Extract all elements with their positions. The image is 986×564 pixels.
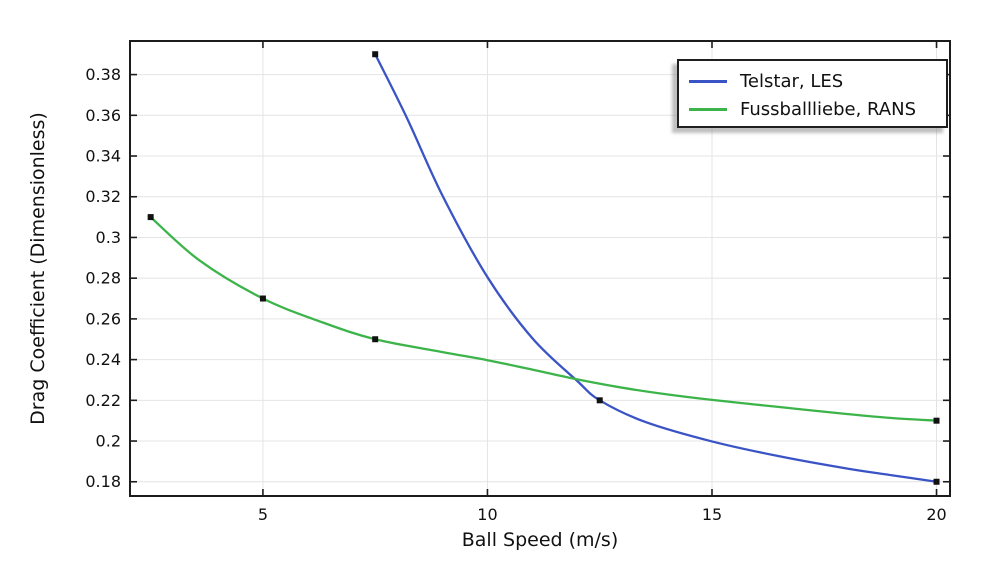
x-tick-label: 20 xyxy=(926,505,946,524)
y-tick-label: 0.36 xyxy=(85,106,121,125)
y-tick-label: 0.32 xyxy=(85,187,121,206)
series-marker-0 xyxy=(372,51,379,58)
plot-frame xyxy=(129,40,951,497)
series-line-1 xyxy=(149,215,938,422)
x-tick-label: 10 xyxy=(477,505,497,524)
legend: Telstar, LES Fussballliebe, RANS xyxy=(677,59,948,128)
y-tick-label: 0.3 xyxy=(96,228,121,247)
y-tick-label: 0.28 xyxy=(85,269,121,288)
series-marker-0 xyxy=(933,478,940,485)
legend-line-sample-blue xyxy=(689,79,727,83)
series-marker-1 xyxy=(933,417,940,424)
x-axis-title: Ball Speed (m/s) xyxy=(462,529,619,551)
y-tick-label: 0.24 xyxy=(85,350,121,369)
legend-item-fussballliebe-rans: Fussballliebe, RANS xyxy=(689,95,938,123)
x-tick-label: 15 xyxy=(702,505,722,524)
y-tick-label: 0.18 xyxy=(85,472,121,491)
y-tick-label: 0.2 xyxy=(96,432,121,451)
legend-item-telstar-les: Telstar, LES xyxy=(689,67,938,95)
legend-label-fussballliebe-rans: Fussballliebe, RANS xyxy=(740,98,916,120)
y-tick-label: 0.34 xyxy=(85,147,121,166)
y-tick-label: 0.22 xyxy=(85,391,121,410)
y-tick-label: 0.26 xyxy=(85,309,121,328)
y-axis-title: Drag Coefficient (Dimensionless) xyxy=(27,112,49,425)
series-marker-1 xyxy=(259,295,266,302)
series-marker-1 xyxy=(147,214,154,221)
series-marker-1 xyxy=(372,336,379,343)
legend-line-sample-green xyxy=(689,107,727,111)
legend-label-telstar-les: Telstar, LES xyxy=(740,70,844,92)
y-tick-label: 0.38 xyxy=(85,65,121,84)
x-tick-label: 5 xyxy=(258,505,268,524)
series-marker-0 xyxy=(596,397,603,404)
